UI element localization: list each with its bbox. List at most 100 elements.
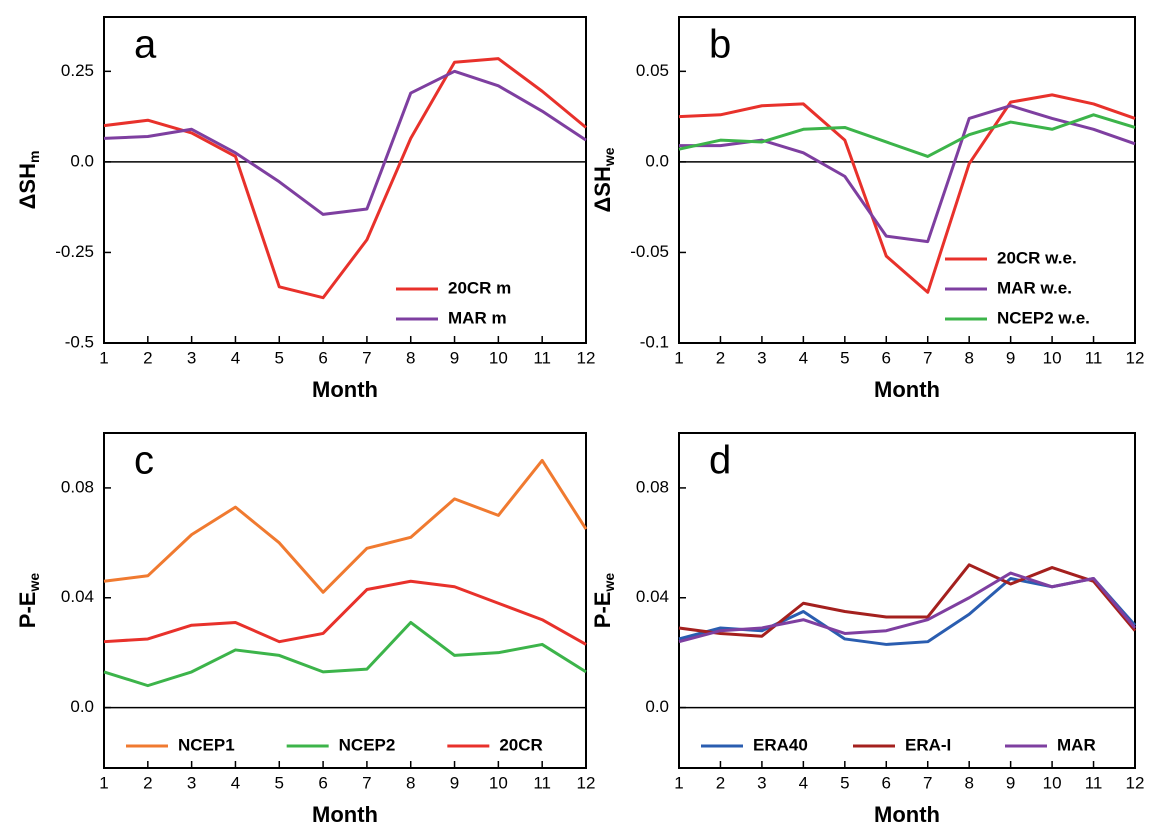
panel-label: d xyxy=(709,439,731,483)
plot-frame xyxy=(103,432,587,769)
x-tick-label: 10 xyxy=(1043,348,1062,367)
legend-label: ERA40 xyxy=(753,735,808,754)
y-tick-label: 0.0 xyxy=(645,151,669,170)
legend-label: NCEP2 w.e. xyxy=(997,308,1090,327)
x-tick-label: 8 xyxy=(964,773,973,792)
x-tick-label: 9 xyxy=(450,773,459,792)
panel: 0.00.040.081 2 3 4 5 6 7 8 9 10 11 12MonthP-EwecNCE… xyxy=(15,432,596,827)
x-tick-label: 5 xyxy=(275,348,284,367)
x-tick-label: 8 xyxy=(406,773,415,792)
x-tick-label: 6 xyxy=(318,773,327,792)
x-tick-label: 7 xyxy=(362,348,371,367)
data-line xyxy=(103,69,587,216)
x-tick-label: 12 xyxy=(577,773,596,792)
legend-label: ERA-I xyxy=(905,735,951,754)
panel-label: b xyxy=(709,23,731,67)
x-axis-label: Month xyxy=(312,377,378,402)
y-tick-label: 0.04 xyxy=(61,587,94,606)
y-tick-label: -0.05 xyxy=(630,242,669,261)
x-tick-label: 10 xyxy=(489,348,508,367)
x-tick-label: 4 xyxy=(231,773,240,792)
y-label-subscript: we xyxy=(26,573,42,593)
x-tick-label: 5 xyxy=(275,773,284,792)
plot-frame xyxy=(103,16,587,344)
y-label-main: ΔSH xyxy=(590,166,615,212)
y-tick-label: -0.1 xyxy=(640,332,669,351)
x-tick-label: 11 xyxy=(1085,773,1103,792)
x-tick-label: 6 xyxy=(882,773,891,792)
y-tick-label: 0.0 xyxy=(70,697,94,716)
x-tick-label: 2 xyxy=(143,773,152,792)
y-axis-label: P-Ewe xyxy=(15,573,42,629)
data-line xyxy=(103,458,588,594)
legend-label: 20CR w.e. xyxy=(997,248,1077,267)
x-tick-label: 5 xyxy=(840,348,849,367)
data-line xyxy=(103,579,587,646)
y-tick-label: 0.08 xyxy=(61,477,94,496)
x-tick-label: 6 xyxy=(318,348,327,367)
x-tick-label: 12 xyxy=(1126,348,1145,367)
x-tick-label: 8 xyxy=(964,348,973,367)
y-tick-label: 0.0 xyxy=(70,151,94,170)
legend-label: MAR w.e. xyxy=(997,278,1072,297)
y-tick-label: 0.05 xyxy=(636,61,669,80)
panel: -0.5-0.250.00.251 2 3 4 5 6 7 8 9 10 11 12MonthΔSHm… xyxy=(15,16,595,402)
x-tick-label: 8 xyxy=(406,348,415,367)
x-tick-label: 3 xyxy=(187,773,196,792)
legend-label: 20CR xyxy=(499,735,542,754)
y-label-main: P-E xyxy=(15,592,40,629)
panel: 0.00.040.081 2 3 4 5 6 7 8 9 10 11 12MonthP-EwedERA… xyxy=(590,432,1145,827)
y-label-subscript: we xyxy=(601,147,617,167)
y-label-main: ΔSH xyxy=(15,163,40,209)
x-tick-label: 9 xyxy=(1006,773,1015,792)
y-axis-label: ΔSHwe xyxy=(590,147,617,212)
x-tick-label: 11 xyxy=(533,348,551,367)
x-tick-label: 6 xyxy=(882,348,891,367)
data-line xyxy=(678,571,1137,644)
data-line xyxy=(678,563,1137,638)
y-tick-label: 0.04 xyxy=(636,587,669,606)
y-axis-label: ΔSHm xyxy=(15,151,42,210)
x-tick-label: 2 xyxy=(716,348,725,367)
panel-label: a xyxy=(134,23,157,67)
x-tick-label: 3 xyxy=(757,773,766,792)
y-axis-label: P-Ewe xyxy=(590,573,617,629)
x-tick-label: 9 xyxy=(450,348,459,367)
x-tick-label: 12 xyxy=(1126,773,1145,792)
x-tick-label: 11 xyxy=(1085,348,1103,367)
y-tick-label: 0.25 xyxy=(61,61,94,80)
x-tick-label: 10 xyxy=(489,773,508,792)
x-tick-label: 2 xyxy=(143,348,152,367)
panel: -0.1-0.050.00.051 2 3 4 5 6 7 8 9 10 11 12MonthΔSHw… xyxy=(590,16,1145,402)
y-tick-label: 0.08 xyxy=(636,477,669,496)
x-tick-label: 3 xyxy=(757,348,766,367)
x-tick-label: 3 xyxy=(187,348,196,367)
legend-label: NCEP2 xyxy=(339,735,396,754)
data-line xyxy=(679,104,1136,244)
legend-label: MAR m xyxy=(448,308,507,327)
x-axis-label: Month xyxy=(312,802,378,827)
x-tick-label: 11 xyxy=(533,773,551,792)
x-tick-label: 4 xyxy=(799,773,808,792)
x-tick-label: 9 xyxy=(1006,348,1015,367)
x-tick-label: 7 xyxy=(923,348,932,367)
legend-label: NCEP1 xyxy=(178,735,235,754)
data-line xyxy=(678,93,1136,294)
x-tick-label: 10 xyxy=(1043,773,1062,792)
x-tick-label: 5 xyxy=(840,773,849,792)
x-tick-label: 2 xyxy=(716,773,725,792)
plot-frame xyxy=(678,16,1136,344)
x-tick-label: 1 xyxy=(674,348,683,367)
y-tick-label: -0.25 xyxy=(55,242,94,261)
legend-label: 20CR m xyxy=(448,278,511,297)
data-line xyxy=(103,620,587,688)
x-axis-label: Month xyxy=(874,802,940,827)
x-tick-label: 1 xyxy=(99,348,108,367)
x-tick-label: 7 xyxy=(362,773,371,792)
legend-label: MAR xyxy=(1057,735,1096,754)
y-tick-label: -0.5 xyxy=(65,332,94,351)
plot-frame xyxy=(678,432,1136,769)
data-line xyxy=(678,113,1136,158)
y-label-subscript: m xyxy=(26,151,42,163)
x-tick-label: 4 xyxy=(799,348,808,367)
